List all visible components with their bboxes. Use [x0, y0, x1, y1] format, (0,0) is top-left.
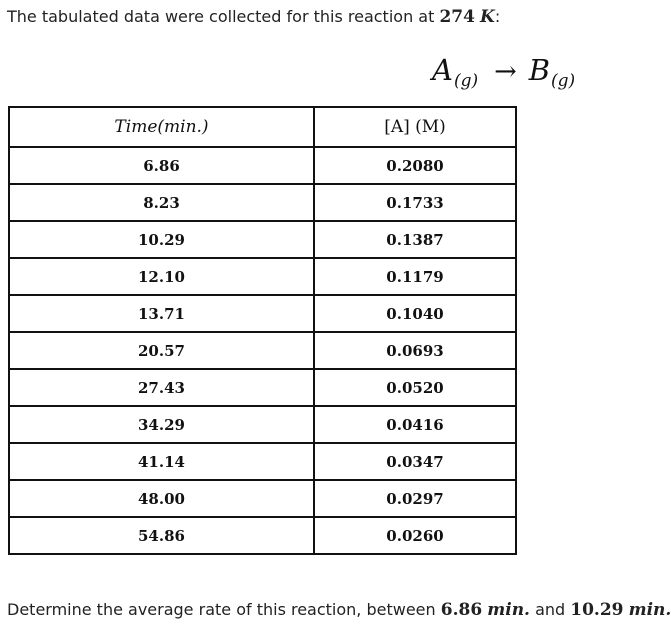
time-cell: 41.14: [8, 442, 315, 481]
temperature-value: 274: [439, 7, 475, 27]
concentration-cell: 0.1733: [313, 183, 517, 222]
question-conjunction: and: [529, 600, 571, 619]
product-symbol: B: [528, 53, 551, 87]
header-concentration: [A] (M): [313, 106, 517, 148]
table-row: 34.29 0.0416: [8, 405, 517, 444]
end-time-unit: min.: [628, 600, 671, 620]
concentration-cell: 0.1179: [313, 257, 517, 296]
table-row: 48.00 0.0297: [8, 479, 517, 518]
table-row: 6.86 0.2080: [8, 146, 517, 185]
table-row: 27.43 0.0520: [8, 368, 517, 407]
concentration-cell: 0.0416: [313, 405, 517, 444]
start-time-value: 6.86: [440, 600, 483, 620]
concentration-cell: 0.2080: [313, 146, 517, 185]
end-time-value: 10.29: [570, 600, 624, 620]
time-cell: 20.57: [8, 331, 315, 370]
reaction-arrow-icon: →: [494, 56, 517, 87]
concentration-cell: 0.0297: [313, 479, 517, 518]
reaction-equation: A(g) → B(g): [432, 50, 575, 95]
time-cell: 10.29: [8, 220, 315, 259]
temperature-unit: K: [480, 7, 495, 27]
intro-text: The tabulated data were collected for th…: [7, 7, 440, 26]
time-cell: 54.86: [8, 516, 315, 555]
table-header-row: Time(min.) [A] (M): [8, 106, 517, 148]
table-row: 12.10 0.1179: [8, 257, 517, 296]
product-phase: (g): [551, 71, 576, 91]
table-row: 8.23 0.1733: [8, 183, 517, 222]
time-cell: 12.10: [8, 257, 315, 296]
reactant-symbol: A: [432, 53, 453, 87]
concentration-cell: 0.0347: [313, 442, 517, 481]
concentration-cell: 0.0520: [313, 368, 517, 407]
table-row: 10.29 0.1387: [8, 220, 517, 259]
concentration-cell: 0.0260: [313, 516, 517, 555]
table-row: 20.57 0.0693: [8, 331, 517, 370]
table-row: 13.71 0.1040: [8, 294, 517, 333]
time-cell: 6.86: [8, 146, 315, 185]
concentration-cell: 0.1040: [313, 294, 517, 333]
reactant-phase: (g): [453, 71, 479, 91]
table-row: 54.86 0.0260: [8, 516, 517, 555]
time-cell: 27.43: [8, 368, 315, 407]
time-cell: 48.00: [8, 479, 315, 518]
question-sentence: Determine the average rate of this react…: [7, 599, 671, 621]
concentration-table: Time(min.) [A] (M) 6.86 0.2080 8.23 0.17…: [8, 106, 517, 555]
intro-sentence: The tabulated data were collected for th…: [7, 6, 500, 28]
time-cell: 13.71: [8, 294, 315, 333]
question-text: Determine the average rate of this react…: [7, 600, 441, 619]
header-time: Time(min.): [8, 106, 315, 148]
concentration-cell: 0.1387: [313, 220, 517, 259]
time-cell: 34.29: [8, 405, 315, 444]
table-row: 41.14 0.0347: [8, 442, 517, 481]
intro-suffix: :: [494, 7, 501, 26]
start-time-unit: min.: [487, 600, 530, 620]
concentration-cell: 0.0693: [313, 331, 517, 370]
time-cell: 8.23: [8, 183, 315, 222]
